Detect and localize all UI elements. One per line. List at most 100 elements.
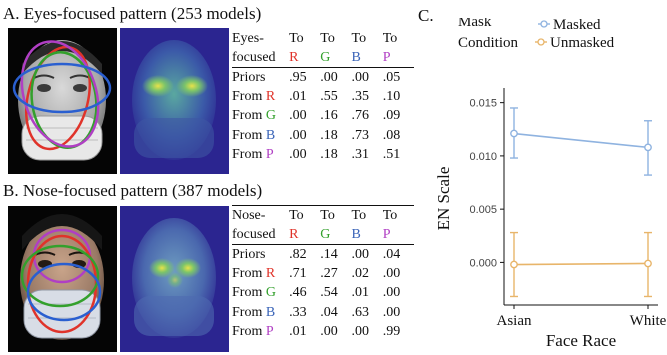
table-cell: .27 [320,266,338,282]
table-cell: .02 [351,266,370,282]
row-label: From P [232,146,274,162]
table-cell: .04 [382,246,401,262]
legend-title: Mask [458,18,492,30]
panel-b-title: B. Nose-focused pattern (387 models) [3,181,263,200]
table-cell: .16 [320,108,338,124]
table-cell: .05 [382,69,401,85]
panel-a-face-image [8,28,117,174]
table-cell: .51 [382,146,401,162]
header-cell: To [382,30,398,46]
row-label: Priors [232,69,266,85]
table-cell: .31 [351,146,370,162]
row-label: From G [232,285,276,301]
panel-a-probability-table: Eyes- To To To To focused R G B P Priors… [232,29,414,164]
table-cell: .71 [289,266,307,282]
table-cell: .01 [289,323,307,339]
table-row: Priors .95 .00 .00 .05 [232,68,414,88]
x-axis-label: Face Race [546,331,616,350]
table-row: From B .33 .04 .63 .00 [232,303,414,322]
row-label: From G [232,108,276,124]
legend-label: Unmasked [550,35,615,51]
header-cell: B [351,48,383,69]
y-tick-label: 0.015 [469,98,497,110]
table-cell: .00 [289,146,307,162]
table-cell: .76 [351,108,370,124]
table-cell: .95 [289,69,307,85]
table-cell: .00 [289,108,307,124]
table-cell: .46 [289,285,307,301]
header-cell: focused [232,48,290,69]
table-row: From R .71 .27 .02 .00 [232,265,414,284]
table-cell: .73 [351,127,370,143]
table-header-row: focused R G B P [232,48,414,69]
panel-b-face-image [8,206,117,352]
table-cell: .04 [320,304,338,320]
table-cell: .82 [289,246,307,262]
header-cell: P [382,225,414,246]
series-line [513,132,649,149]
table-cell: .00 [351,69,370,85]
table-header-row: focused R G B P [232,225,414,246]
y-tick-label: 0.010 [469,151,497,163]
table-row: From G .46 .54 .01 .00 [232,284,414,303]
chart-svg: 0.000 0.005 0.010 0.015 Asian White Face Race E… [434,18,667,350]
series-line [513,262,649,266]
header-cell: R [289,225,321,246]
y-tick-label: 0.000 [469,257,497,269]
table-row: Priors .82 .14 .00 .04 [232,245,414,265]
table-cell: .01 [289,89,307,105]
header-cell: To [289,30,304,46]
header-cell: To [351,30,367,46]
table-cell: .01 [351,285,370,301]
y-axis-label: EN Scale [434,167,453,231]
row-label: From R [232,266,276,282]
table-cell: .55 [320,89,338,105]
data-point [644,259,652,268]
panel-a-heatmap-image [120,28,229,174]
header-cell: To [320,30,335,46]
row-label: From B [232,304,276,320]
x-tick-label: White [630,313,667,329]
row-label: From B [232,127,276,143]
data-point [510,260,518,269]
panel-c-label: C. [418,6,434,25]
panel-b-probability-table: Nose- To To To To focused R G B P Priors… [232,205,414,341]
table-cell: .18 [320,146,338,162]
y-tick-label: 0.005 [469,204,497,216]
table-cell: .00 [351,323,370,339]
header-cell: B [351,225,383,246]
table-cell: .54 [320,285,338,301]
table-row: From R .01 .55 .35 .10 [232,88,414,107]
legend-marker [540,20,548,28]
table-cell: .00 [289,127,307,143]
table-row: From B .00 .18 .73 .08 [232,126,414,145]
table-cell: .35 [351,89,370,105]
table-cell: .08 [382,127,401,143]
panel-a-title: A. Eyes-focused pattern (253 models) [3,4,262,23]
row-label: Priors [232,246,266,262]
table-cell: .63 [351,304,370,320]
header-cell: To [382,205,414,226]
table-cell: .00 [320,69,338,85]
table-cell: .99 [382,323,401,339]
table-row: From P .00 .18 .31 .51 [232,145,414,164]
table-header-row: Nose- To To To To [232,205,414,226]
legend-label: Masked [553,18,601,33]
en-scale-chart: 0.000 0.005 0.010 0.015 Asian White Face Race E… [418,18,667,355]
table-cell: .00 [382,285,401,301]
panel-b-heatmap-image [120,206,229,352]
table-row: From P .01 .00 .00 .99 [232,322,414,341]
table-cell: .33 [289,304,307,320]
row-label: From P [232,323,274,339]
header-cell: To [289,205,321,226]
table-cell: .00 [351,246,370,262]
row-label: From R [232,89,276,105]
header-cell: To [320,205,352,226]
header-cell: To [351,205,383,226]
table-row: From G .00 .16 .76 .09 [232,107,414,126]
table-cell: .00 [320,323,338,339]
data-point [644,143,652,152]
legend-title: Condition [458,35,519,51]
header-cell: G [320,225,352,246]
data-point [510,129,518,138]
